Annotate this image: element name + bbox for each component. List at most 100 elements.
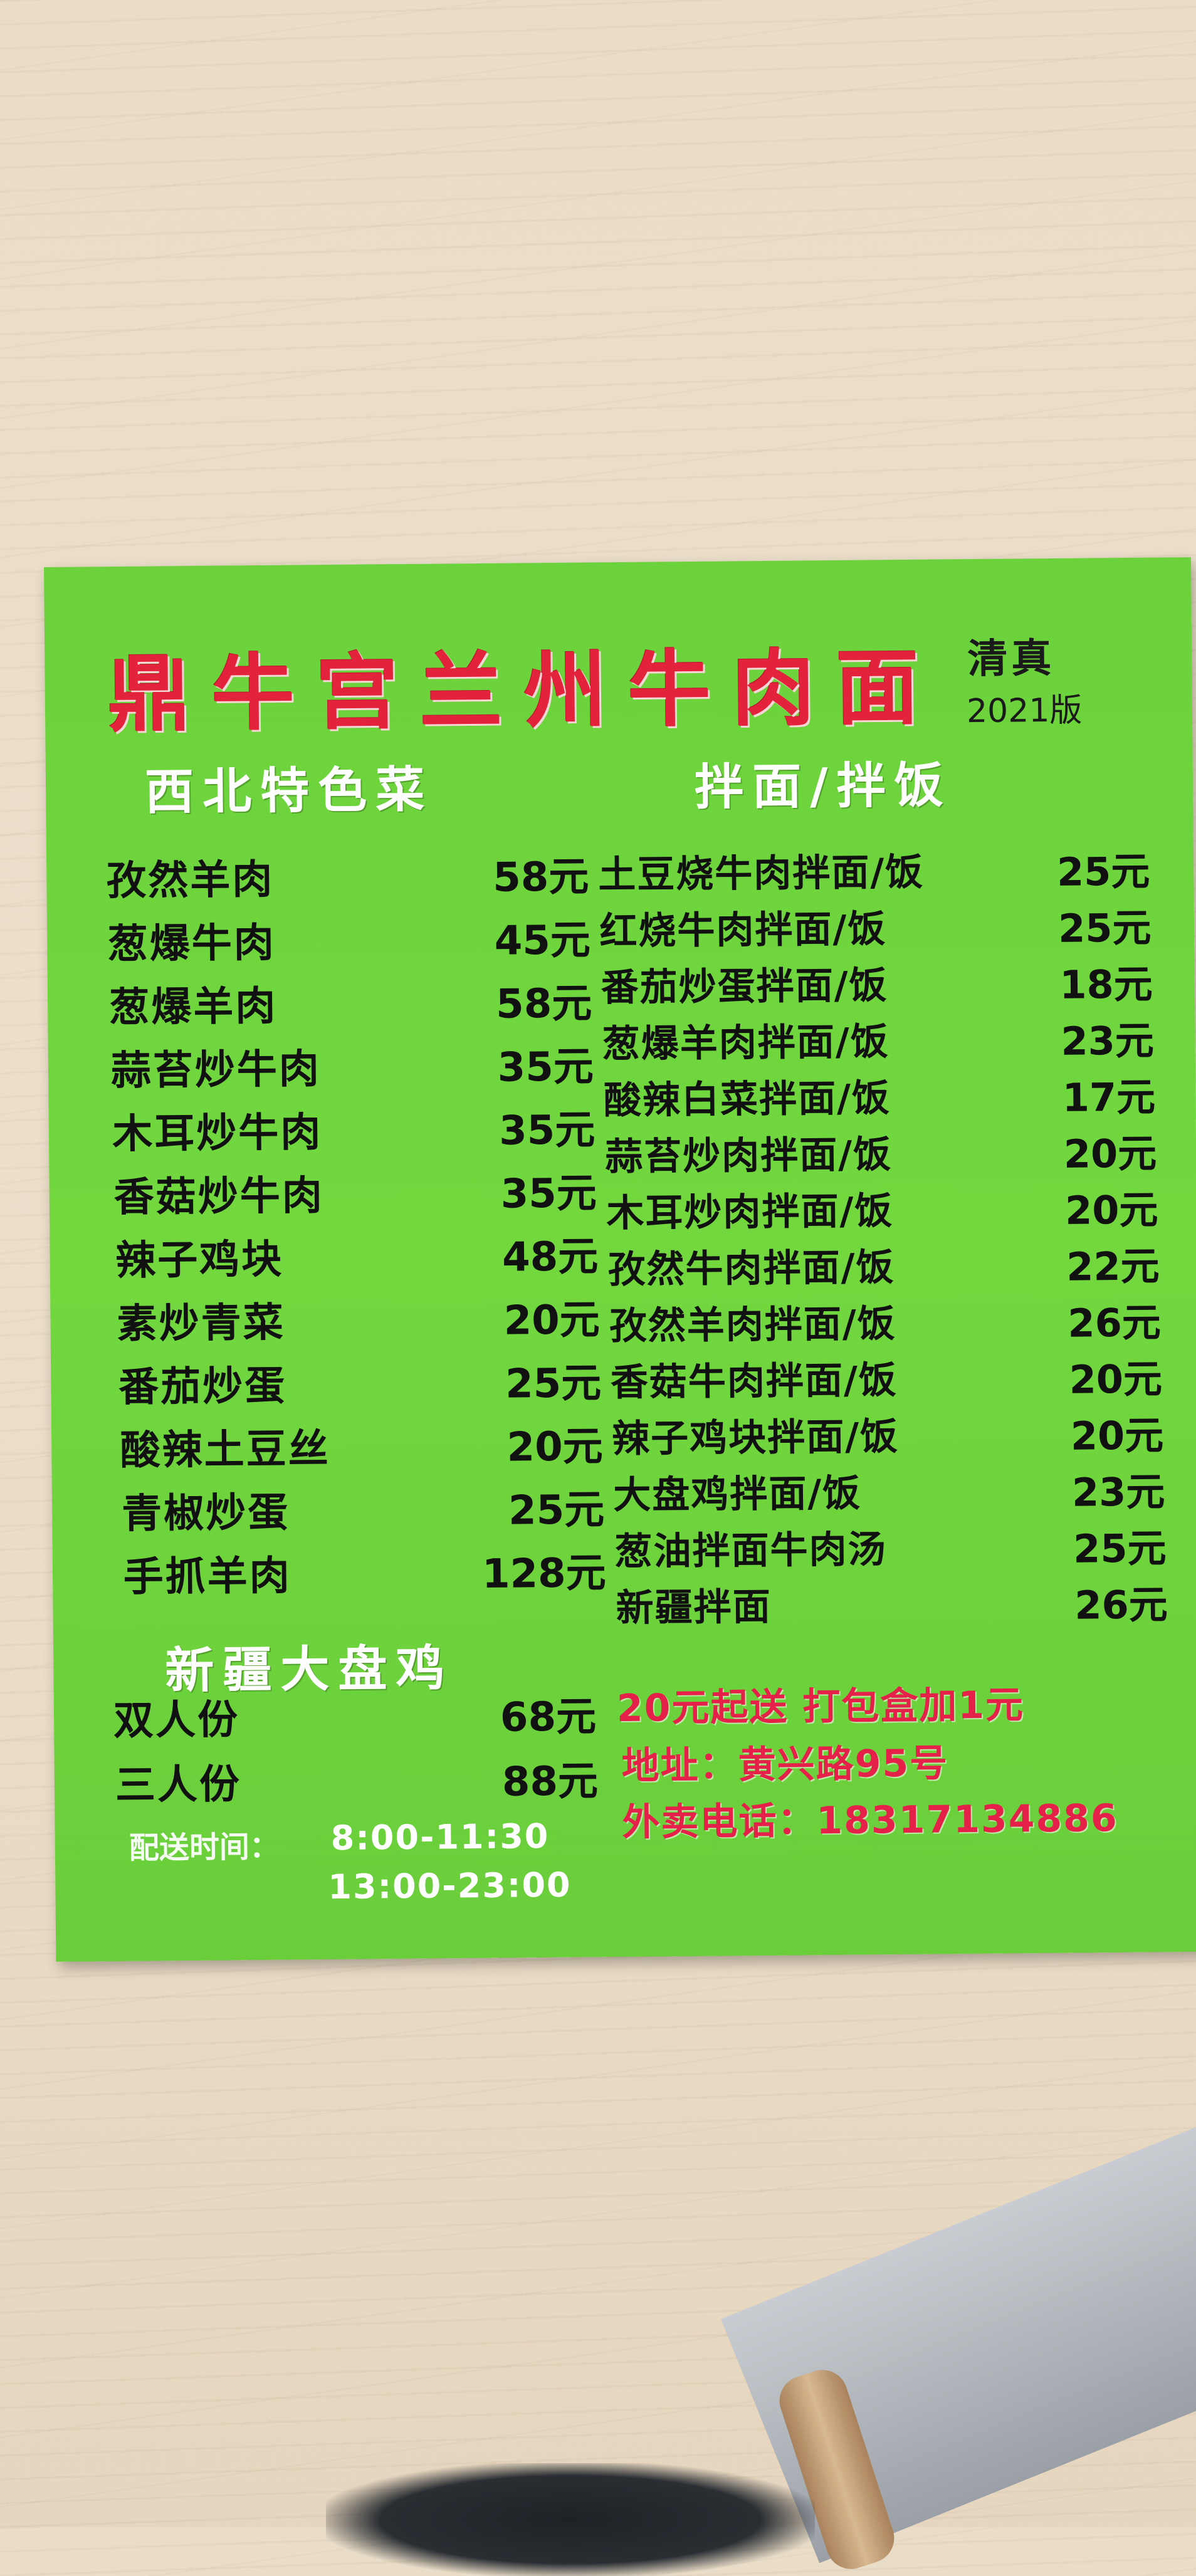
menu-item-price: 20元 bbox=[1070, 1412, 1164, 1459]
menu-item-name: 手抓羊肉 bbox=[123, 1552, 291, 1601]
menu-item-price: 25元 bbox=[1073, 1525, 1167, 1572]
floor-shadow bbox=[326, 2463, 815, 2576]
menu-item-price: 20元 bbox=[1064, 1186, 1158, 1233]
menu-item-row: 三人份 88元 bbox=[115, 1749, 599, 1809]
menu-item-row: 红烧牛肉拌面/饭 25元 bbox=[599, 896, 1151, 958]
menu-item-price: 58元 bbox=[495, 980, 592, 1028]
menu-item-name: 木耳炒牛肉 bbox=[112, 1109, 323, 1158]
delivery-hours-morning: 8:00-11:30 bbox=[330, 1816, 550, 1858]
menu-item-price: 22元 bbox=[1066, 1243, 1160, 1290]
menu-item-row: 孜然牛肉拌面/饭 22元 bbox=[607, 1235, 1160, 1296]
menu-item-row: 手抓羊肉 128元 bbox=[123, 1541, 606, 1601]
menu-item-row: 孜然羊肉 58元 bbox=[106, 844, 589, 905]
menu-item-name: 孜然牛肉拌面/饭 bbox=[607, 1245, 895, 1292]
menu-item-row: 孜然羊肉拌面/饭 26元 bbox=[609, 1291, 1161, 1352]
menu-item-row: 蒜苔炒牛肉 35元 bbox=[110, 1034, 594, 1095]
menu-item-price: 18元 bbox=[1059, 961, 1153, 1008]
menu-item-row: 辣子鸡块拌面/饭 20元 bbox=[612, 1403, 1164, 1465]
menu-item-price: 88元 bbox=[501, 1758, 599, 1806]
delivery-hours-label: 配送时间： bbox=[129, 1829, 280, 1866]
menu-item-row: 青椒炒蛋 25元 bbox=[122, 1477, 605, 1538]
menu-item-name: 辣子鸡块拌面/饭 bbox=[611, 1415, 900, 1462]
menu-item-price: 25元 bbox=[508, 1487, 605, 1534]
menu-item-row: 新疆拌面 26元 bbox=[616, 1573, 1168, 1634]
mixed-noodles-list: 土豆烧牛肉拌面/饭 25元 红烧牛肉拌面/饭 25元 番茄炒蛋拌面/饭 18元 葱爆羊肉拌面… bbox=[44, 557, 1191, 1630]
menu-item-name: 孜然羊肉拌面/饭 bbox=[609, 1302, 897, 1349]
menu-item-row: 蒜苔炒肉拌面/饭 20元 bbox=[605, 1122, 1157, 1183]
phone-number: 外卖电话：18317134886 bbox=[622, 1796, 1119, 1845]
menu-card: 鼎牛宫兰州牛肉面 清真 2021版 西北特色菜 拌面/拌饭 孜然羊肉 58元 葱爆牛… bbox=[44, 557, 1196, 1962]
address: 地址：黄兴路95号 bbox=[621, 1741, 949, 1789]
menu-item-row: 土豆烧牛肉拌面/饭 25元 bbox=[598, 840, 1150, 901]
menu-item-row: 香菇牛肉拌面/饭 20元 bbox=[611, 1347, 1163, 1408]
menu-item-row: 葱油拌面牛肉汤 25元 bbox=[614, 1516, 1167, 1578]
menu-item-name: 酸辣土豆丝 bbox=[120, 1426, 331, 1474]
menu-item-price: 45元 bbox=[494, 917, 591, 965]
menu-item-row: 酸辣白菜拌面/饭 17元 bbox=[604, 1065, 1156, 1127]
menu-item-name: 番茄炒蛋 bbox=[118, 1363, 287, 1411]
menu-item-row: 辣子鸡块 48元 bbox=[115, 1224, 599, 1285]
menu-item-name: 蒜苔炒牛肉 bbox=[110, 1046, 322, 1095]
menu-item-price: 26元 bbox=[1074, 1581, 1168, 1628]
xinjiang-chicken-list: 双人份 68元三人份 88元 bbox=[44, 557, 1191, 1809]
menu-item-price: 20元 bbox=[506, 1423, 603, 1471]
menu-item-name: 木耳炒肉拌面/饭 bbox=[606, 1189, 894, 1236]
menu-item-row: 木耳炒肉拌面/饭 20元 bbox=[606, 1178, 1158, 1240]
menu-item-price: 35元 bbox=[500, 1170, 597, 1218]
menu-item-row: 番茄炒蛋 25元 bbox=[118, 1351, 602, 1411]
shop-title: 鼎牛宫兰州牛肉面 bbox=[107, 639, 941, 744]
halal-label: 清真 bbox=[967, 634, 1056, 683]
menu-item-price: 17元 bbox=[1062, 1074, 1156, 1121]
menu-item-row: 葱爆羊肉 58元 bbox=[109, 971, 592, 1032]
menu-item-price: 35元 bbox=[498, 1107, 595, 1154]
menu-item-price: 128元 bbox=[481, 1550, 606, 1598]
menu-item-name: 大盘鸡拌面/饭 bbox=[613, 1471, 862, 1518]
edition-label: 2021版 bbox=[966, 691, 1083, 731]
delivery-hours-afternoon: 13:00-23:00 bbox=[328, 1865, 572, 1907]
menu-item-price: 25元 bbox=[505, 1360, 602, 1408]
menu-item-name: 酸辣白菜拌面/饭 bbox=[603, 1076, 891, 1123]
menu-item-name: 孜然羊肉 bbox=[106, 856, 275, 905]
menu-item-price: 25元 bbox=[1056, 848, 1150, 895]
menu-item-price: 23元 bbox=[1061, 1017, 1155, 1064]
menu-item-name: 香菇炒牛肉 bbox=[113, 1173, 325, 1222]
menu-item-name: 土豆烧牛肉拌面/饭 bbox=[598, 850, 925, 898]
menu-item-price: 26元 bbox=[1067, 1299, 1162, 1346]
menu-item-name: 双人份 bbox=[113, 1697, 240, 1745]
menu-item-price: 48元 bbox=[501, 1233, 599, 1281]
menu-item-row: 香菇炒牛肉 35元 bbox=[113, 1161, 597, 1222]
menu-item-name: 葱油拌面牛肉汤 bbox=[614, 1527, 887, 1574]
delivery-note: 20元起送 打包盒加1元 bbox=[616, 1683, 1025, 1731]
menu-item-price: 35元 bbox=[497, 1044, 594, 1091]
menu-item-name: 香菇牛肉拌面/饭 bbox=[610, 1358, 898, 1405]
section-title-mixed-noodles-rice: 拌面/拌饭 bbox=[694, 757, 952, 816]
menu-item-name: 青椒炒蛋 bbox=[121, 1489, 290, 1537]
menu-item-price: 20元 bbox=[1063, 1130, 1157, 1177]
menu-item-price: 20元 bbox=[1069, 1356, 1163, 1403]
menu-item-name: 三人份 bbox=[115, 1761, 242, 1809]
menu-item-row: 葱爆羊肉拌面/饭 23元 bbox=[602, 1009, 1155, 1071]
menu-item-price: 58元 bbox=[492, 854, 589, 901]
menu-item-row: 酸辣土豆丝 20元 bbox=[120, 1414, 603, 1475]
menu-item-row: 木耳炒牛肉 35元 bbox=[112, 1097, 595, 1158]
menu-item-name: 番茄炒蛋拌面/饭 bbox=[601, 963, 888, 1010]
section-title-northwest-dishes: 西北特色菜 bbox=[144, 761, 434, 821]
menu-item-name: 红烧牛肉拌面/饭 bbox=[599, 907, 887, 954]
menu-item-row: 双人份 68元 bbox=[113, 1684, 597, 1745]
menu-item-price: 20元 bbox=[503, 1297, 601, 1344]
menu-item-row: 素炒青菜 20元 bbox=[117, 1287, 600, 1348]
menu-item-name: 葱爆羊肉 bbox=[109, 983, 278, 1032]
menu-item-price: 25元 bbox=[1057, 904, 1151, 951]
menu-item-name: 葱爆牛肉 bbox=[107, 919, 276, 968]
menu-item-row: 葱爆牛肉 45元 bbox=[107, 908, 591, 968]
menu-item-name: 新疆拌面 bbox=[616, 1584, 772, 1631]
menu-item-name: 葱爆羊肉拌面/饭 bbox=[602, 1020, 890, 1067]
northwest-dishes-list: 孜然羊肉 58元 葱爆牛肉 45元 葱爆羊肉 58元 蒜苔炒牛肉 35元 木耳炒牛肉 35元 香菇炒… bbox=[44, 557, 1191, 1601]
menu-item-name: 素炒青菜 bbox=[117, 1299, 286, 1348]
menu-item-price: 68元 bbox=[500, 1694, 597, 1741]
menu-item-name: 蒜苔炒肉拌面/饭 bbox=[604, 1133, 893, 1180]
menu-item-name: 辣子鸡块 bbox=[115, 1236, 284, 1285]
menu-item-row: 番茄炒蛋拌面/饭 18元 bbox=[601, 953, 1153, 1014]
menu-item-price: 23元 bbox=[1071, 1469, 1165, 1516]
menu-item-row: 大盘鸡拌面/饭 23元 bbox=[613, 1460, 1165, 1521]
